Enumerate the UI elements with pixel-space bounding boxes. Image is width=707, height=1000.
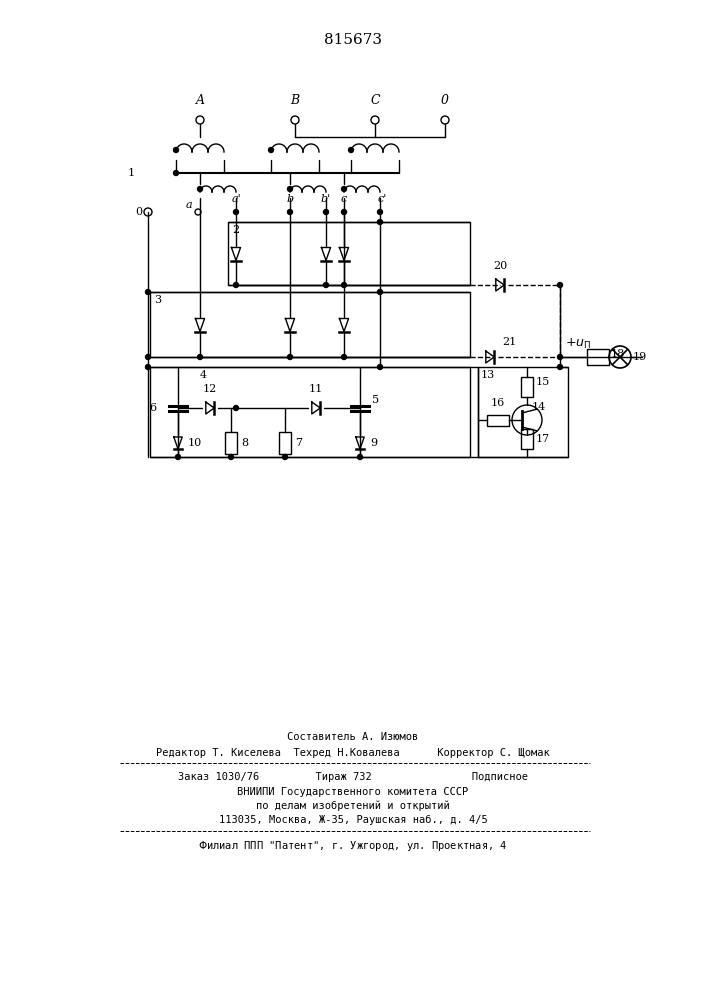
Text: 6: 6 bbox=[149, 403, 156, 413]
Text: 8: 8 bbox=[241, 438, 248, 448]
Circle shape bbox=[288, 210, 293, 215]
Text: 18: 18 bbox=[611, 349, 625, 359]
Text: a': a' bbox=[231, 194, 241, 204]
Text: 4: 4 bbox=[200, 370, 207, 380]
Text: $+u_\Pi$: $+u_\Pi$ bbox=[565, 337, 591, 351]
Text: 1: 1 bbox=[128, 168, 135, 178]
Text: по делам изобретений и открытий: по делам изобретений и открытий bbox=[256, 801, 450, 811]
Text: ВНИИПИ Государственного комитета СССР: ВНИИПИ Государственного комитета СССР bbox=[238, 787, 469, 797]
Text: 14: 14 bbox=[532, 402, 547, 412]
Circle shape bbox=[228, 454, 233, 460]
Circle shape bbox=[288, 186, 293, 192]
Circle shape bbox=[233, 282, 238, 288]
Circle shape bbox=[146, 355, 151, 360]
Circle shape bbox=[341, 210, 346, 215]
Text: c': c' bbox=[378, 194, 387, 204]
Circle shape bbox=[558, 282, 563, 288]
Circle shape bbox=[341, 186, 346, 192]
Text: B: B bbox=[291, 94, 300, 107]
Text: 11: 11 bbox=[309, 384, 323, 394]
Circle shape bbox=[173, 170, 178, 176]
Circle shape bbox=[233, 210, 238, 215]
Text: A: A bbox=[196, 94, 204, 107]
Text: 815673: 815673 bbox=[324, 33, 382, 47]
Bar bbox=[587, 349, 609, 365]
Text: 0: 0 bbox=[135, 207, 142, 217]
Circle shape bbox=[283, 454, 288, 460]
Bar bbox=[279, 432, 291, 454]
Bar bbox=[521, 377, 533, 397]
Text: 12: 12 bbox=[203, 384, 217, 394]
Text: 20: 20 bbox=[493, 261, 507, 271]
Text: 13: 13 bbox=[481, 370, 495, 380]
Circle shape bbox=[175, 454, 180, 460]
Text: 7: 7 bbox=[295, 438, 302, 448]
Text: 15: 15 bbox=[536, 377, 550, 387]
Circle shape bbox=[146, 290, 151, 294]
Circle shape bbox=[324, 282, 329, 288]
Text: 10: 10 bbox=[188, 438, 202, 448]
Circle shape bbox=[378, 220, 382, 225]
Bar bbox=[478, 367, 568, 457]
Text: $\Phi$илиал ППП "Патент", г. Ужгород, ул. Проектная, 4: $\Phi$илиал ППП "Патент", г. Ужгород, ул… bbox=[198, 839, 508, 853]
Bar bbox=[487, 414, 509, 426]
Text: C: C bbox=[370, 94, 380, 107]
Bar bbox=[228, 222, 470, 285]
Text: 5: 5 bbox=[372, 395, 379, 405]
Bar bbox=[225, 432, 237, 454]
Bar bbox=[150, 292, 470, 357]
Text: 0: 0 bbox=[441, 94, 449, 107]
Text: b': b' bbox=[321, 194, 331, 204]
Text: Редактор Т. Киселева  Техред Н.Ковалева      Корректор С. Щомак: Редактор Т. Киселева Техред Н.Ковалева К… bbox=[156, 748, 550, 758]
Text: 19: 19 bbox=[633, 352, 647, 362]
Circle shape bbox=[558, 364, 563, 369]
Bar bbox=[150, 367, 470, 457]
Text: 21: 21 bbox=[502, 337, 516, 347]
Text: Составитель А. Изюмов: Составитель А. Изюмов bbox=[287, 732, 419, 742]
Text: Заказ 1030/76         Тираж 732                Подписное: Заказ 1030/76 Тираж 732 Подписное bbox=[178, 772, 528, 782]
Circle shape bbox=[341, 355, 346, 360]
Text: 17: 17 bbox=[536, 434, 550, 444]
Circle shape bbox=[146, 364, 151, 369]
Circle shape bbox=[197, 355, 202, 360]
Text: 113035, Москва, Ж-35, Раушская наб., д. 4/5: 113035, Москва, Ж-35, Раушская наб., д. … bbox=[218, 815, 487, 825]
Circle shape bbox=[358, 454, 363, 460]
Text: c: c bbox=[341, 194, 347, 204]
Text: 9: 9 bbox=[370, 438, 377, 448]
Circle shape bbox=[378, 210, 382, 215]
Text: 3: 3 bbox=[154, 295, 161, 305]
Circle shape bbox=[269, 147, 274, 152]
Circle shape bbox=[197, 186, 202, 192]
Text: 2: 2 bbox=[232, 225, 239, 235]
Circle shape bbox=[173, 147, 178, 152]
Circle shape bbox=[233, 406, 238, 410]
Text: a: a bbox=[185, 200, 192, 210]
Circle shape bbox=[558, 355, 563, 360]
Circle shape bbox=[288, 355, 293, 360]
Circle shape bbox=[324, 210, 329, 215]
Text: b: b bbox=[286, 194, 293, 204]
Text: 16: 16 bbox=[491, 398, 505, 408]
Circle shape bbox=[378, 290, 382, 294]
Bar bbox=[521, 429, 533, 449]
Circle shape bbox=[349, 147, 354, 152]
Circle shape bbox=[341, 282, 346, 288]
Circle shape bbox=[378, 364, 382, 369]
